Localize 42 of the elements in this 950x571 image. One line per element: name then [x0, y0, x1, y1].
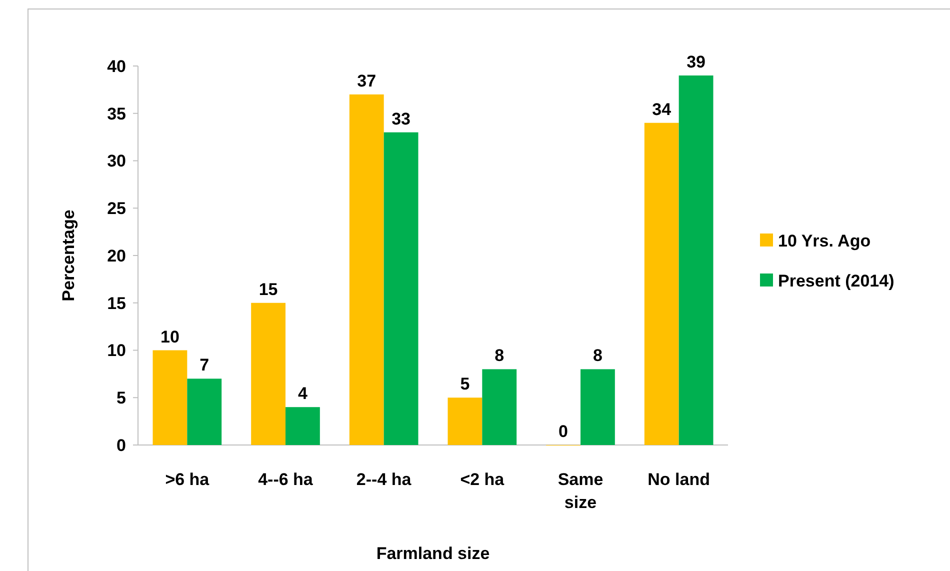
bar	[448, 398, 482, 445]
data-label: 7	[200, 356, 210, 375]
data-label: 0	[558, 422, 568, 441]
data-label: 8	[592, 346, 602, 366]
data-label: 4	[298, 384, 308, 404]
x-tick-label: 4--6 ha	[258, 470, 314, 489]
data-label: 5	[460, 374, 470, 394]
x-tick-label: >6 ha	[165, 470, 210, 489]
data-label: 37	[357, 71, 376, 90]
bar	[482, 369, 517, 445]
x-tick-label: No land	[648, 470, 710, 489]
x-tick-label: 2--4 ha	[356, 470, 412, 489]
x-tick-label: Same size	[558, 470, 604, 512]
x-tick-label: <2 ha	[460, 470, 505, 489]
y-tick-label: 35	[107, 104, 126, 124]
x-axis-title: Farmland size	[376, 544, 490, 563]
bar	[580, 369, 615, 445]
data-label: 34	[652, 100, 672, 119]
bar	[678, 75, 714, 445]
data-label: 39	[686, 52, 706, 72]
y-tick-label: 20	[107, 246, 126, 266]
bar	[286, 407, 320, 445]
y-axis-title: Percentage	[59, 210, 78, 302]
bar	[349, 94, 384, 445]
data-label: 33	[392, 109, 411, 128]
data-label: 8	[494, 346, 504, 366]
data-label: 10	[160, 327, 180, 346]
y-tick-label: 10	[107, 341, 126, 360]
legend-label: Present (2014)	[778, 271, 894, 290]
bar	[187, 378, 222, 445]
y-tick-label: 0	[116, 436, 126, 455]
y-tick-label: 40	[107, 56, 126, 76]
legend-label: 10 Yrs. Ago	[778, 231, 871, 250]
data-label: 15	[258, 280, 278, 299]
y-tick-label: 30	[107, 152, 126, 171]
bar	[384, 132, 418, 445]
bar	[152, 350, 188, 445]
y-tick-label: 5	[116, 388, 126, 408]
bar	[251, 302, 286, 445]
bar	[644, 122, 679, 445]
y-tick-label: 25	[107, 199, 126, 218]
y-tick-label: 15	[107, 294, 126, 313]
